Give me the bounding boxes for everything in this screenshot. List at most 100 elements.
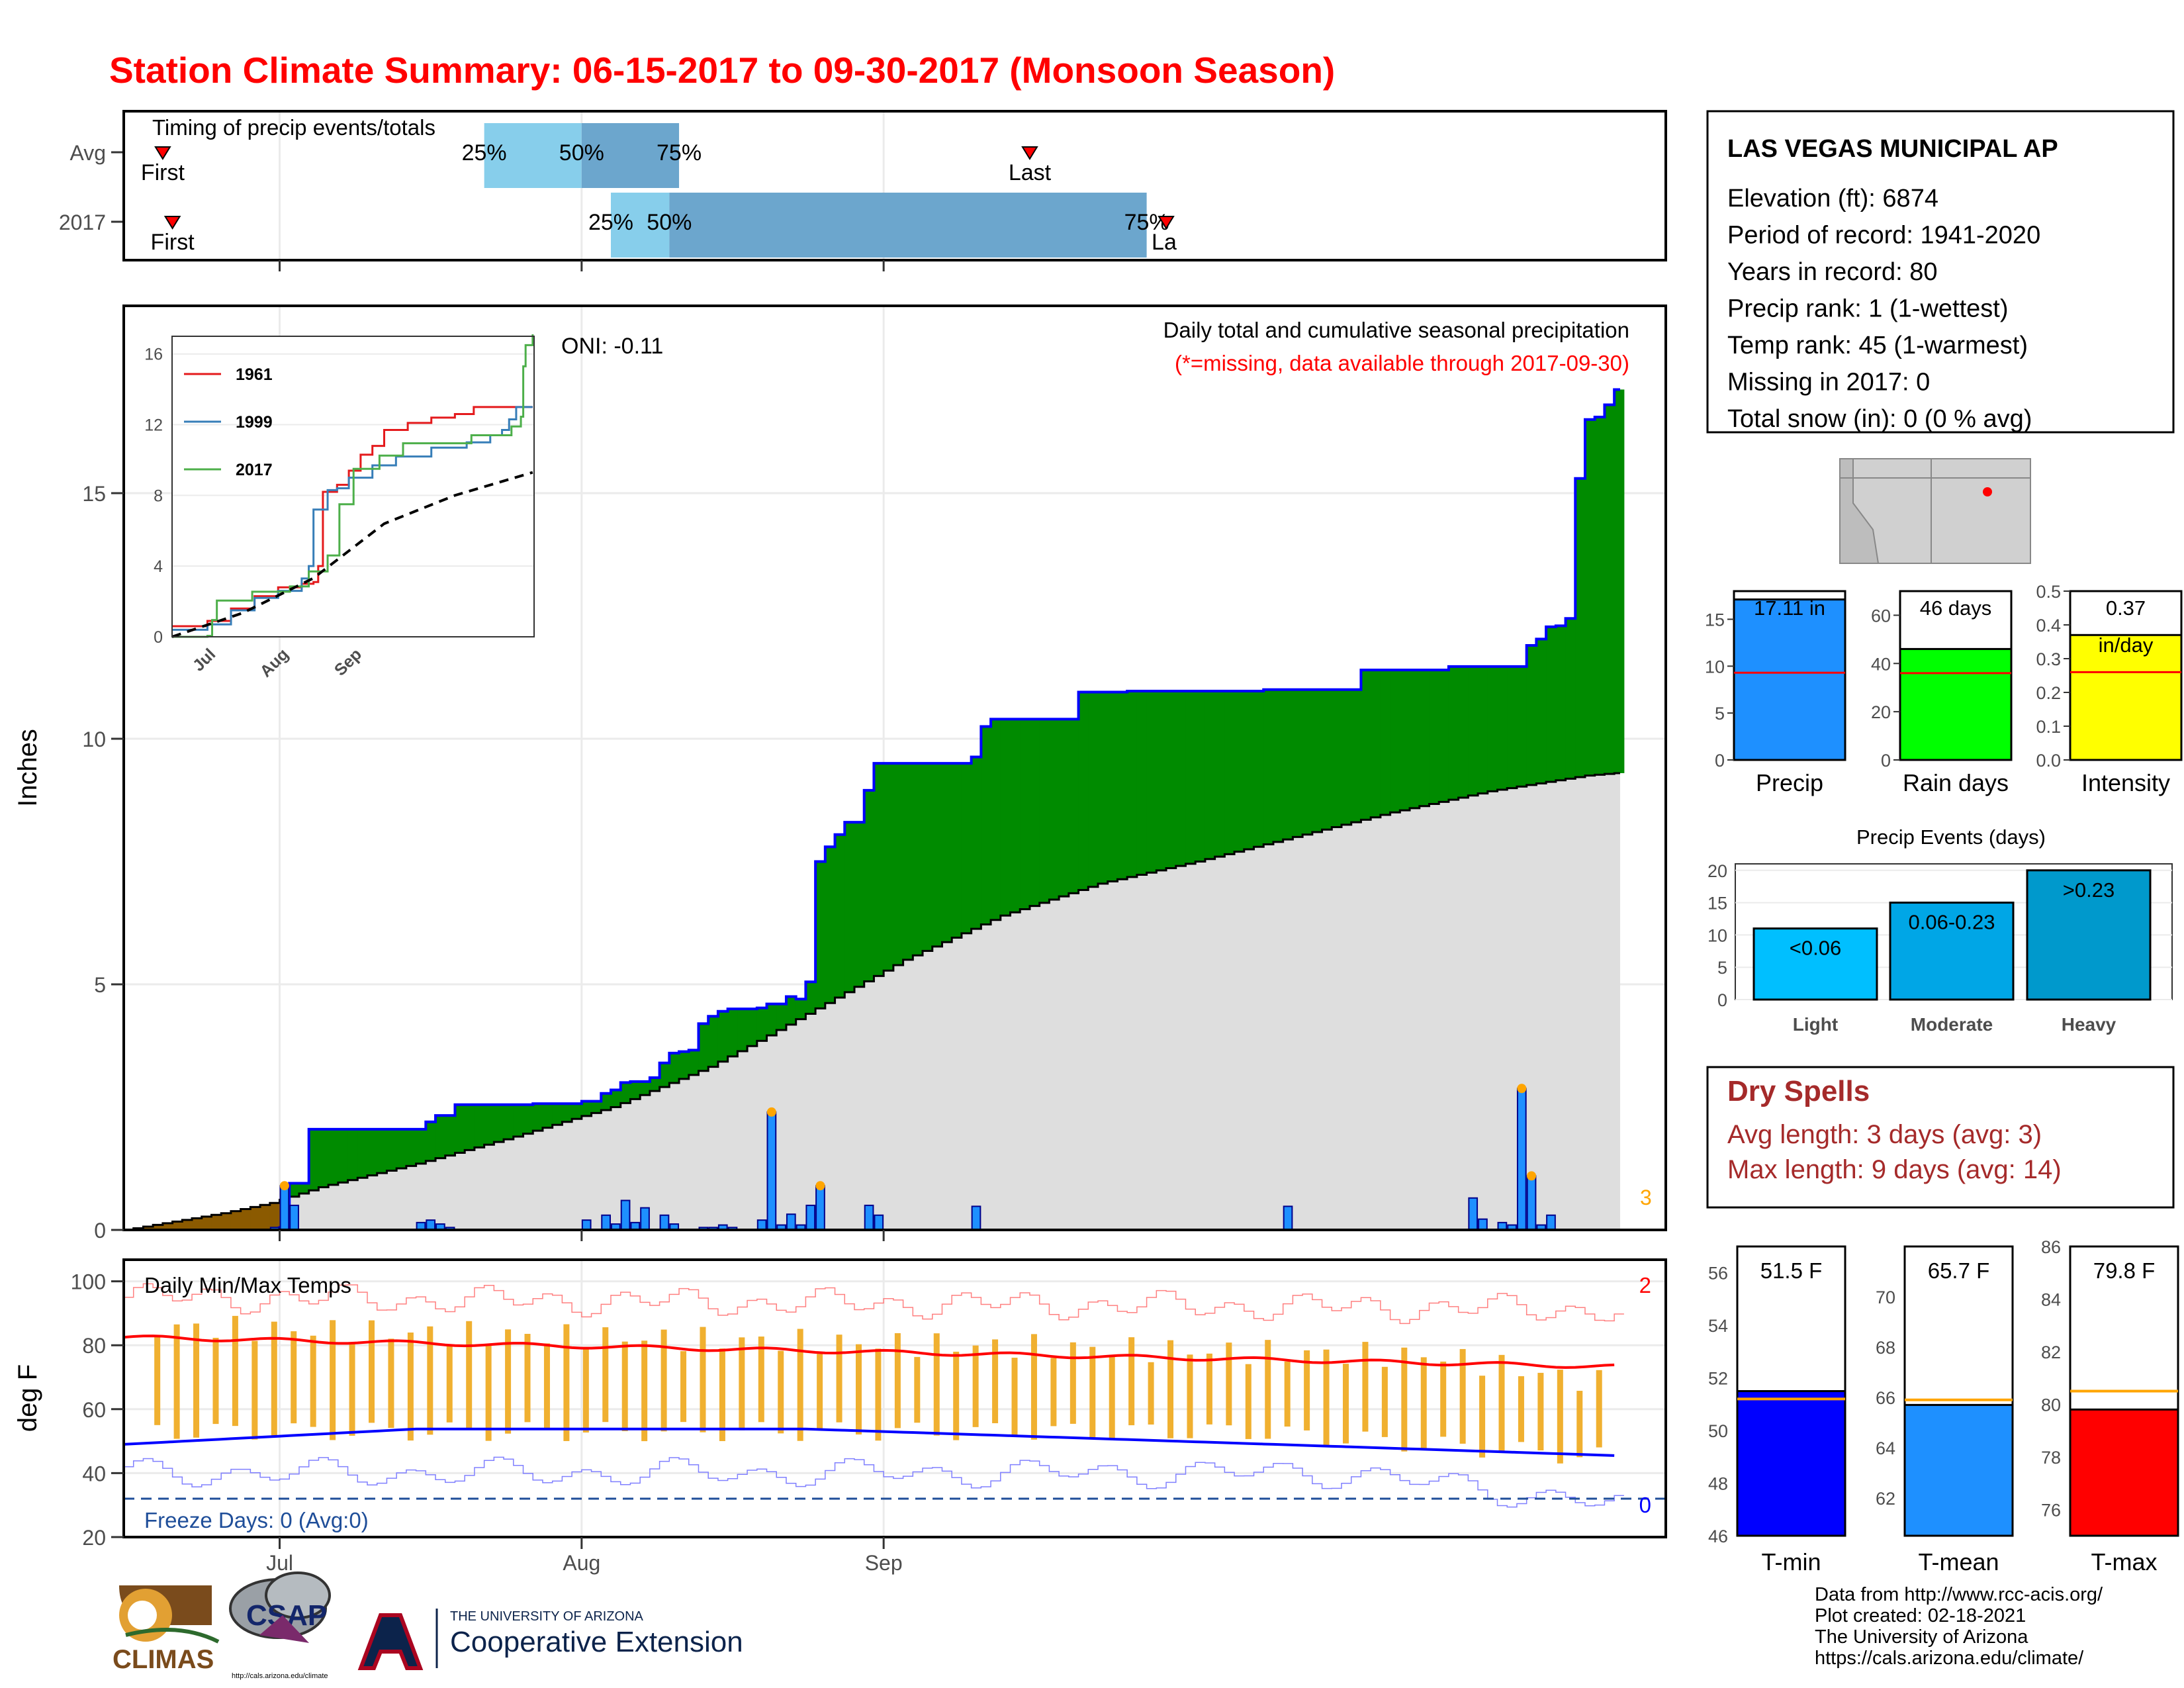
last-event-label: Last <box>1009 160 1052 185</box>
surplus-segment <box>1020 719 1030 910</box>
surplus-segment <box>1029 719 1040 906</box>
daily-temp-bar <box>1557 1370 1563 1464</box>
daily-temp-bar <box>1265 1340 1271 1439</box>
events-ytick-0: 0 <box>1717 990 1727 1010</box>
daily-temp-bar <box>349 1344 355 1436</box>
avg-min-temp-line <box>123 1427 1615 1457</box>
surplus-segment <box>523 1104 533 1134</box>
surplus-segment <box>1410 670 1420 808</box>
timing-frame <box>122 110 1667 261</box>
deficit-segment <box>162 1223 173 1230</box>
summary-bar-charts: 17.11 in 0 5 10 15 Precip 46 days 0 20 40 60 Rain d… <box>1705 582 2183 796</box>
daily-precip-bar-37 <box>1546 1214 1556 1231</box>
surplus-segment <box>884 763 894 971</box>
surplus-segment <box>1175 691 1186 867</box>
surplus-segment <box>844 822 855 992</box>
daily-temp-bar <box>427 1326 433 1435</box>
surplus-segment <box>1390 670 1400 813</box>
surplus-segment <box>338 1129 349 1183</box>
deficit-segment <box>260 1205 271 1230</box>
surplus-segment <box>1458 666 1469 798</box>
summary-name-0: Precip <box>1756 769 1823 796</box>
surplus-segment <box>1205 691 1216 859</box>
daily-temp-bar <box>1401 1347 1408 1452</box>
daily-precip-bar-12 <box>640 1207 650 1231</box>
temp-ylabel: deg F <box>13 1364 42 1432</box>
surplus-segment <box>981 726 991 925</box>
surplus-segment <box>864 790 874 982</box>
surplus-segment <box>1088 692 1099 887</box>
daily-precip-bar-25 <box>815 1185 825 1231</box>
heavy-event-marker-1 <box>279 1181 289 1191</box>
deficit-segment <box>182 1219 193 1230</box>
temp-summary-ytick-0-4: 54 <box>1708 1316 1728 1336</box>
surplus-segment <box>971 757 981 929</box>
temp-ytick-1: 40 <box>82 1462 106 1485</box>
inset-series-2017 <box>172 334 534 638</box>
surplus-segment <box>387 1129 397 1171</box>
daily-temp-bar <box>914 1356 921 1423</box>
surplus-segment <box>1468 666 1479 796</box>
temp-summary-value-1: 65.7 F <box>1928 1258 1990 1283</box>
surplus-segment <box>640 1081 651 1096</box>
surplus-segment <box>805 982 816 1014</box>
precip-note-main: Daily total and cumulative seasonal prec… <box>1163 318 1629 342</box>
timing-panel: 25% 50% 75% First Last Avg 25% 50% 75% First La 201… <box>59 99 1706 271</box>
heavy-event-marker-20 <box>766 1107 776 1117</box>
summary-ytick-2-0: 0.0 <box>2036 751 2061 771</box>
daily-temp-bar <box>1245 1364 1251 1439</box>
surplus-segment <box>406 1129 417 1166</box>
daily-precip-bar-35 <box>1526 1175 1537 1231</box>
temp-summary-value-0: 51.5 F <box>1760 1258 1823 1283</box>
daily-temp-bar <box>1109 1356 1115 1439</box>
avg-cumulative-line <box>124 772 1620 1231</box>
daily-temp-bar <box>291 1331 297 1424</box>
daily-precip-bar-26 <box>864 1204 874 1231</box>
daily-temp-bar <box>407 1333 414 1441</box>
station-info-line-6: Total snow (in): 0 (0 % avg) <box>1727 405 2032 433</box>
temp-ytick-0: 20 <box>82 1526 106 1550</box>
surplus-segment <box>776 1004 787 1031</box>
surplus-segment <box>1224 691 1235 855</box>
precip-note-missing: (*=missing, data available through 2017-… <box>1175 351 1629 375</box>
surplus-segment <box>766 1004 777 1036</box>
temp-summary-ytick-2-2: 80 <box>2041 1395 2061 1415</box>
surplus-segment <box>1273 689 1284 842</box>
surplus-segment <box>1507 666 1518 788</box>
temp-summary-ytick-0-2: 50 <box>1708 1421 1728 1441</box>
surplus-segment <box>1185 691 1196 864</box>
daily-precip-bar-34 <box>1516 1088 1527 1231</box>
csap-url: http://cals.arizona.edu/climate <box>232 1672 328 1680</box>
surplus-segment <box>347 1129 358 1180</box>
heavy-event-marker-34 <box>1517 1084 1527 1094</box>
deficit-segment <box>221 1213 232 1230</box>
surplus-segment <box>494 1104 504 1143</box>
surplus-segment <box>357 1129 368 1178</box>
summary-ytick-1-0: 0 <box>1881 751 1891 771</box>
daily-temp-bar <box>485 1344 492 1441</box>
daily-temp-bar <box>933 1333 940 1436</box>
surplus-segment <box>659 1062 670 1088</box>
daily-temp-bar <box>1576 1391 1583 1458</box>
surplus-segment <box>318 1129 329 1188</box>
daily-precip-bar-27 <box>874 1214 884 1231</box>
daily-temp-bar <box>1011 1358 1018 1437</box>
events-ytick-2: 10 <box>1707 925 1727 945</box>
timing-q50-label: 50% <box>647 210 692 235</box>
precip-clip-right <box>1666 291 1706 1244</box>
temp-summary-bar-0 <box>1736 1390 1846 1537</box>
timing-title: Timing of precip events/totals <box>152 115 435 140</box>
daily-temp-bar <box>1537 1372 1544 1451</box>
surplus-segment <box>1136 691 1148 875</box>
temp-summary-ytick-1-3: 68 <box>1876 1338 1895 1358</box>
daily-precip-bar-10 <box>620 1199 631 1231</box>
event-bar-label-2: >0.23 <box>2063 878 2115 902</box>
first-event-label: First <box>151 230 195 255</box>
precip-ytick-3: 15 <box>82 482 106 506</box>
event-bar-label-1: 0.06-0.23 <box>1909 911 1995 934</box>
surplus-segment <box>1078 692 1089 890</box>
surplus-segment <box>708 1016 719 1067</box>
temp-ytick-4: 100 <box>71 1270 106 1294</box>
surplus-segment <box>1166 691 1177 868</box>
daily-temp-bar <box>894 1333 901 1429</box>
